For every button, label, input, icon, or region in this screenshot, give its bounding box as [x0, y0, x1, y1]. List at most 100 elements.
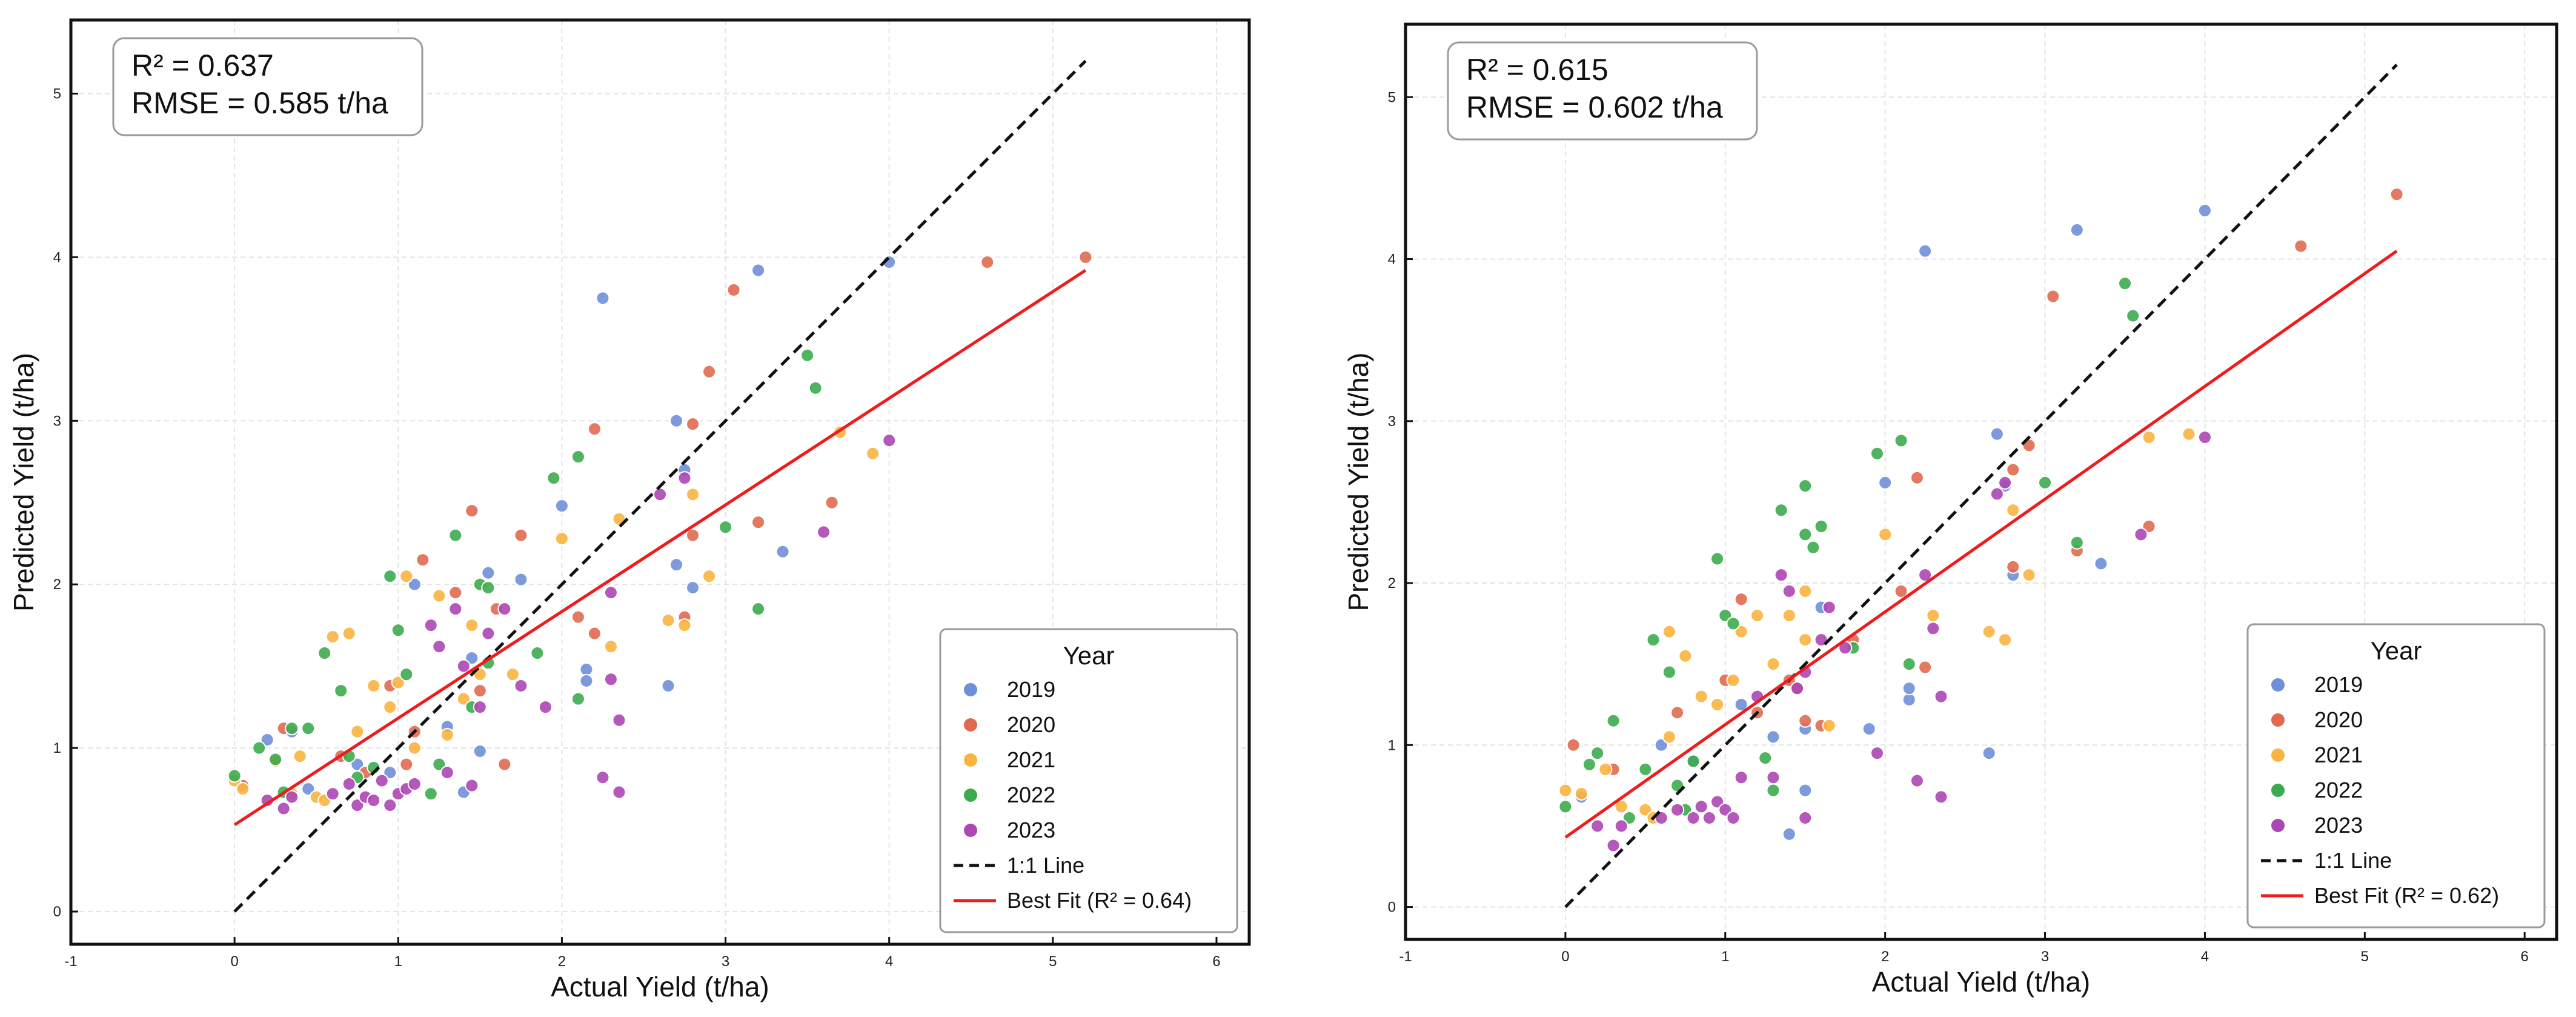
point-2023: [1934, 790, 1948, 804]
legend-box: [939, 628, 1238, 933]
legend-label-best-fit: Best Fit (R² = 0.62): [2314, 883, 2499, 908]
point-2022: [448, 528, 463, 542]
point-2019: [1766, 730, 1781, 744]
point-2022: [1814, 519, 1828, 533]
point-2021: [407, 741, 422, 755]
legend-marker-2019: [964, 683, 977, 696]
point-2019: [686, 581, 700, 595]
point-2020: [1798, 713, 1813, 728]
point-2022: [481, 581, 496, 595]
point-2022: [1606, 713, 1621, 728]
point-2023: [653, 487, 667, 502]
point-2023: [612, 713, 626, 727]
point-2022: [1894, 433, 1908, 448]
point-2022: [1798, 527, 1813, 542]
point-2022: [1774, 503, 1788, 518]
point-2021: [1982, 624, 1996, 639]
point-2019: [383, 765, 397, 780]
point-2020: [2046, 289, 2060, 304]
point-2023: [350, 798, 365, 813]
point-2021: [1782, 608, 1796, 622]
point-2021: [1710, 697, 1725, 712]
legend-title: Year: [2371, 636, 2422, 665]
point-2022: [1806, 540, 1821, 555]
point-2019: [1862, 722, 1876, 736]
point-2020: [2006, 559, 2020, 574]
point-2023: [1590, 819, 1605, 833]
point-2022: [1662, 665, 1676, 679]
point-2021: [1998, 633, 2013, 647]
point-2022: [2070, 535, 2084, 550]
legend-marker-2022: [964, 789, 977, 802]
point-2020: [1894, 584, 1908, 598]
point-2019: [554, 499, 569, 513]
point-2023: [448, 602, 463, 616]
point-2021: [1694, 689, 1708, 704]
legend-label-2022: 2022: [1007, 782, 1055, 807]
y-tick-label: 3: [53, 413, 61, 429]
point-2022: [1558, 799, 1573, 814]
point-2021: [2022, 568, 2036, 582]
r2-text: R² = 0.615: [1466, 53, 1608, 87]
x-tick-label: 0: [1561, 949, 1569, 965]
point-2023: [276, 801, 291, 816]
x-tick-label: 0: [230, 953, 238, 970]
point-2019: [2094, 556, 2108, 571]
point-2023: [367, 793, 381, 807]
point-2023: [1998, 475, 2013, 490]
point-2023: [407, 776, 422, 791]
y-tick-label: 4: [1388, 252, 1396, 268]
point-2023: [603, 585, 618, 600]
point-2023: [603, 672, 618, 687]
stats-box: [112, 37, 423, 136]
point-2021: [293, 749, 307, 764]
legend-label-2019: 2019: [2314, 672, 2363, 697]
point-2021: [554, 532, 569, 546]
point-2020: [1910, 470, 1924, 485]
point-2020: [751, 515, 766, 530]
point-2019: [751, 263, 766, 278]
point-2020: [571, 610, 585, 624]
point-2023: [285, 790, 299, 804]
point-2020: [587, 626, 602, 641]
point-2021: [391, 675, 405, 690]
point-2020: [465, 504, 479, 518]
legend-marker-2022: [2271, 784, 2285, 797]
point-2021: [1878, 527, 1893, 542]
reference-line-1to1: [1564, 64, 2398, 909]
point-2023: [2197, 430, 2212, 445]
legend-marker-2021: [964, 753, 977, 767]
point-2022: [301, 721, 316, 736]
legend-label-2019: 2019: [1007, 677, 1055, 702]
x-tick-label: 3: [722, 953, 729, 970]
point-2023: [1670, 802, 1685, 817]
point-2023: [1910, 773, 1924, 788]
legend-marker-2020: [2271, 713, 2285, 727]
point-2020: [825, 495, 839, 510]
point-2020: [473, 684, 487, 698]
point-2023: [677, 471, 692, 485]
point-2020: [448, 585, 463, 600]
legend-marker-2023: [2271, 819, 2285, 832]
point-2021: [661, 613, 676, 628]
point-2023: [473, 700, 487, 715]
point-2020: [416, 553, 430, 567]
point-2022: [530, 646, 545, 661]
x-tick-label: 6: [1212, 953, 1220, 970]
point-2023: [612, 785, 626, 799]
best-fit-line: [233, 268, 1087, 827]
point-2019: [1782, 827, 1796, 841]
point-2021: [342, 626, 356, 641]
point-2022: [1638, 762, 1653, 776]
point-2022: [334, 684, 348, 698]
point-2020: [1734, 592, 1748, 607]
point-2021: [1750, 608, 1765, 622]
point-2021: [236, 782, 250, 796]
point-2019: [579, 673, 594, 688]
point-2023: [374, 773, 389, 788]
point-2020: [1078, 250, 1093, 264]
legend-label-2020: 2020: [2314, 707, 2363, 732]
point-2019: [1878, 475, 1893, 490]
point-2022: [2118, 276, 2132, 291]
point-2021: [432, 589, 446, 603]
